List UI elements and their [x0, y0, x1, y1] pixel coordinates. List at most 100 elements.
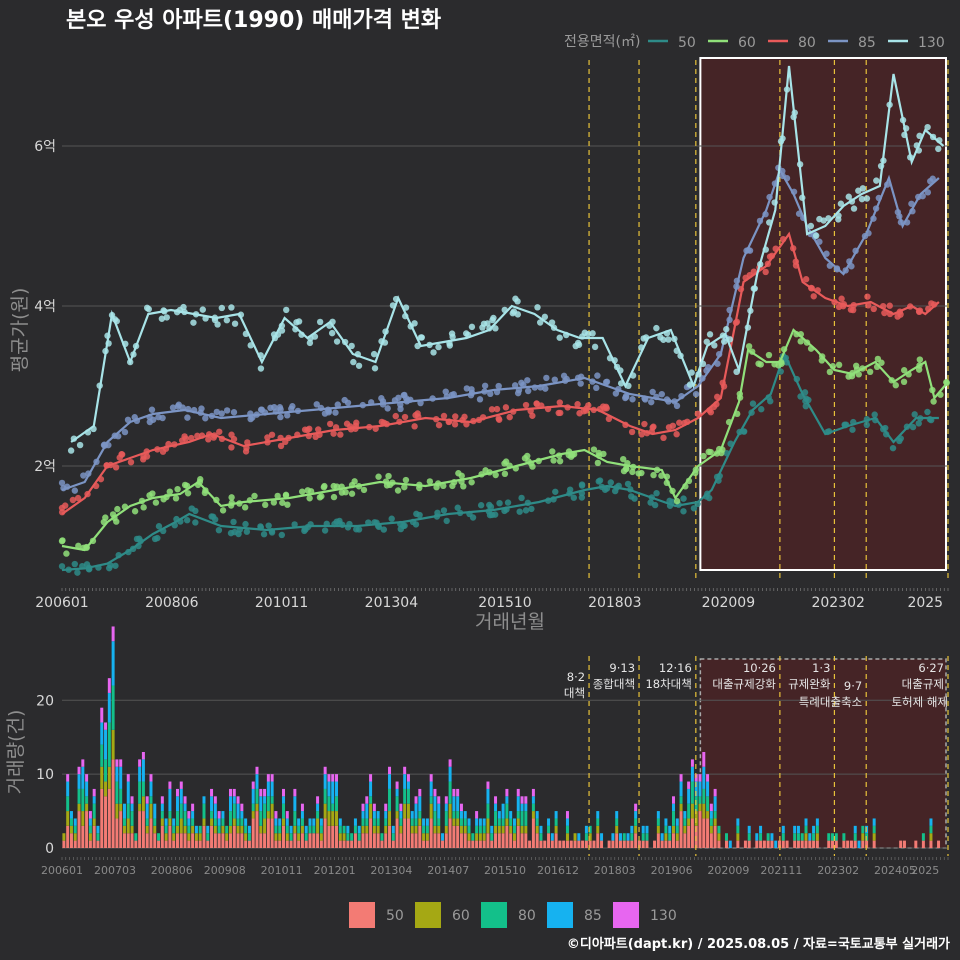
- volume-bar-50: [494, 833, 498, 848]
- volume-bar-85: [289, 825, 293, 834]
- volume-bar-85: [153, 803, 157, 819]
- series-50-point: [749, 400, 757, 407]
- series-130-point: [591, 343, 599, 351]
- volume-bar-80: [122, 818, 126, 826]
- volume-bar-85: [77, 774, 81, 789]
- series-130-point: [430, 349, 437, 356]
- series-50-point: [849, 426, 856, 433]
- volume-bar-80: [278, 825, 282, 834]
- volume-bar-60: [399, 825, 403, 834]
- volume-bar-130: [115, 759, 119, 767]
- volume-bar-60: [335, 811, 339, 826]
- series-60-point: [458, 472, 465, 480]
- volume-bar-80: [509, 818, 513, 826]
- series-50-point: [653, 489, 660, 497]
- series-60-point: [915, 366, 923, 373]
- series-130-point: [581, 329, 588, 336]
- volume-bar-80: [467, 825, 471, 834]
- volume-bar-60: [319, 833, 323, 841]
- series-130-point: [67, 447, 75, 454]
- series-130-point: [158, 315, 166, 322]
- volume-bar-130: [494, 796, 498, 804]
- series-130-point: [837, 200, 845, 207]
- volume-bar-50: [459, 833, 463, 848]
- volume-bar-130: [448, 759, 452, 767]
- volume-bar-85: [278, 818, 282, 826]
- volume-bar-50: [562, 840, 566, 848]
- legend-label: 80: [518, 908, 536, 924]
- volume-bar-50: [69, 833, 73, 848]
- volume-bar-60: [259, 825, 263, 834]
- series-60-point: [320, 484, 328, 491]
- volume-bar-85: [81, 766, 85, 789]
- volume-bar-50: [153, 833, 157, 848]
- volume-bar-60: [456, 818, 460, 826]
- volume-bar-50: [736, 840, 740, 848]
- series-60-point: [140, 504, 147, 511]
- volume-bar-130: [100, 707, 104, 723]
- volume-bar-50: [92, 825, 96, 848]
- volume-bar-85: [747, 825, 751, 834]
- series-50-point: [416, 511, 423, 519]
- volume-bar-50: [812, 840, 816, 848]
- series-130-point: [850, 205, 858, 212]
- volume-bar-80: [213, 818, 217, 826]
- series-60-point: [930, 398, 937, 405]
- volume-bar-85: [100, 722, 104, 745]
- series-130-line: [70, 65, 945, 443]
- volume-bar-80: [179, 803, 183, 819]
- volume-bar-50: [388, 825, 392, 848]
- x-axis-title: 거래년월: [475, 611, 545, 633]
- volume-bar-50: [645, 840, 649, 848]
- volume-bar-50: [350, 840, 354, 848]
- volume-bar-80: [641, 833, 645, 841]
- y-tick-label: 6억: [34, 139, 56, 155]
- series-50-point: [155, 523, 163, 530]
- volume-bar-80: [679, 796, 683, 804]
- series-50-point: [265, 522, 272, 529]
- volume-bar-85: [179, 788, 183, 804]
- volume-bar-85: [664, 818, 668, 826]
- volume-bar-80: [531, 803, 535, 812]
- volume-bar-50: [111, 759, 115, 848]
- volume-bar-50: [547, 833, 551, 848]
- volume-bar-130: [406, 774, 410, 782]
- volume-bar-80: [448, 781, 452, 804]
- series-130-point: [468, 323, 476, 331]
- volume-bar-50: [66, 825, 70, 848]
- series-80-point: [881, 309, 888, 317]
- series-80-point: [337, 431, 344, 438]
- series-80-point: [493, 405, 501, 413]
- volume-bar-85: [702, 766, 706, 789]
- policy-annotation-detail: 18차대책: [645, 677, 691, 691]
- volume-bar-85: [308, 818, 312, 826]
- series-130-point: [935, 145, 942, 153]
- volume-bar-60: [501, 825, 505, 834]
- volume-bar-60: [433, 825, 437, 834]
- volume-bar-85: [376, 811, 380, 819]
- series-80-point: [74, 494, 82, 502]
- volume-bar-85: [596, 811, 600, 819]
- volume-bar-80: [285, 825, 289, 834]
- volume-bar-80: [247, 833, 251, 841]
- volume-bar-85: [388, 774, 392, 789]
- volume-bar-85: [422, 818, 426, 826]
- series-85-point: [150, 416, 157, 423]
- series-80-point: [506, 413, 513, 421]
- volume-bar-60: [331, 811, 335, 826]
- series-60-point: [102, 514, 109, 521]
- volume-bar-130: [687, 781, 691, 789]
- volume-bar-60: [615, 825, 619, 834]
- volume-bar-60: [410, 825, 414, 834]
- y-tick-label: 20: [36, 693, 54, 709]
- series-60-point: [262, 501, 269, 509]
- volume-bar-80: [588, 825, 592, 834]
- volume-bar-130: [293, 788, 297, 797]
- volume-bar-85: [96, 825, 100, 834]
- volume-bar-85: [535, 811, 539, 819]
- series-80-point: [894, 313, 901, 320]
- volume-bar-80: [388, 788, 392, 812]
- series-130-point: [218, 304, 226, 312]
- volume-bar-60: [475, 833, 479, 841]
- volume-bar-50: [664, 840, 668, 848]
